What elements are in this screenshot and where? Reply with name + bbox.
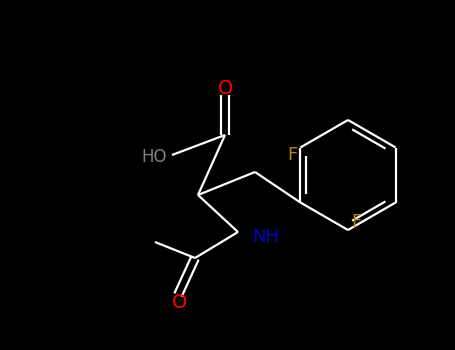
- Text: F: F: [351, 213, 361, 231]
- Text: NH: NH: [252, 228, 279, 246]
- Text: F: F: [287, 147, 298, 164]
- Text: HO: HO: [142, 148, 167, 166]
- Text: O: O: [218, 79, 234, 98]
- Text: O: O: [172, 294, 187, 313]
